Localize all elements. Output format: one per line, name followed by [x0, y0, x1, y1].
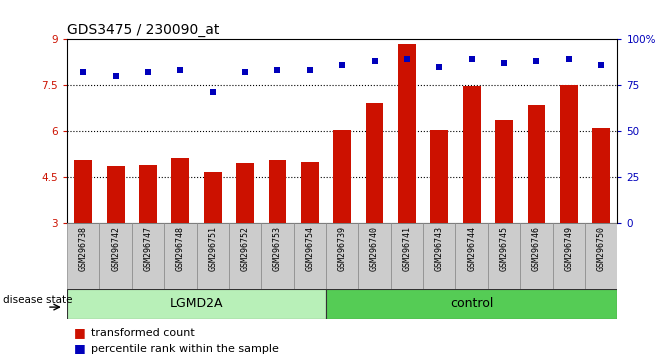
Bar [553, 223, 585, 289]
Text: ■: ■ [74, 326, 86, 339]
Text: GSM296748: GSM296748 [176, 226, 185, 271]
Bar [172, 158, 189, 223]
Point [272, 67, 283, 73]
Bar [366, 103, 384, 223]
Text: GSM296754: GSM296754 [305, 226, 314, 271]
Text: GSM296745: GSM296745 [499, 226, 509, 271]
Bar [463, 86, 480, 223]
Text: GSM296747: GSM296747 [144, 226, 152, 271]
Bar [107, 166, 125, 223]
Point [207, 90, 218, 95]
Point [401, 56, 412, 62]
Text: GSM296750: GSM296750 [597, 226, 606, 271]
Text: GSM296752: GSM296752 [241, 226, 250, 271]
Point [175, 67, 186, 73]
Point [466, 56, 477, 62]
Point [531, 58, 541, 64]
Bar [585, 223, 617, 289]
Point [337, 62, 348, 68]
Text: GSM296751: GSM296751 [208, 226, 217, 271]
Bar [294, 223, 326, 289]
Point [305, 67, 315, 73]
Text: GSM296746: GSM296746 [532, 226, 541, 271]
Text: GSM296739: GSM296739 [338, 226, 347, 271]
Text: ■: ■ [74, 342, 86, 354]
Bar [229, 223, 261, 289]
Bar [268, 160, 287, 223]
Text: GSM296753: GSM296753 [273, 226, 282, 271]
Text: LGMD2A: LGMD2A [170, 297, 223, 310]
Bar [391, 223, 423, 289]
Bar [326, 289, 617, 319]
Text: transformed count: transformed count [91, 328, 195, 338]
Bar [358, 223, 391, 289]
Point [110, 73, 121, 79]
Point [596, 62, 607, 68]
Bar [333, 130, 351, 223]
Bar [560, 85, 578, 223]
Bar [592, 128, 610, 223]
Text: GSM296744: GSM296744 [467, 226, 476, 271]
Point [143, 69, 154, 75]
Text: percentile rank within the sample: percentile rank within the sample [91, 344, 278, 354]
Text: GSM296742: GSM296742 [111, 226, 120, 271]
Bar [236, 163, 254, 223]
Bar [495, 120, 513, 223]
Bar [67, 289, 326, 319]
Bar [326, 223, 358, 289]
Bar [527, 105, 546, 223]
Point [369, 58, 380, 64]
Bar [204, 172, 221, 223]
Point [434, 64, 445, 69]
Text: disease state: disease state [3, 295, 73, 305]
Point [240, 69, 250, 75]
Bar [139, 165, 157, 223]
Bar [398, 44, 416, 223]
Bar [430, 130, 448, 223]
Bar [132, 223, 164, 289]
Bar [74, 160, 92, 223]
Bar [423, 223, 456, 289]
Text: GSM296743: GSM296743 [435, 226, 444, 271]
Bar [520, 223, 553, 289]
Bar [197, 223, 229, 289]
Point [564, 56, 574, 62]
Text: control: control [450, 297, 493, 310]
Bar [67, 223, 99, 289]
Bar [301, 162, 319, 223]
Bar [488, 223, 520, 289]
Text: GSM296741: GSM296741 [403, 226, 411, 271]
Text: GSM296738: GSM296738 [79, 226, 88, 271]
Text: GSM296749: GSM296749 [564, 226, 573, 271]
Text: GSM296740: GSM296740 [370, 226, 379, 271]
Text: GDS3475 / 230090_at: GDS3475 / 230090_at [67, 23, 219, 36]
Point [78, 69, 89, 75]
Bar [164, 223, 197, 289]
Bar [99, 223, 132, 289]
Bar [261, 223, 294, 289]
Bar [456, 223, 488, 289]
Point [499, 60, 509, 66]
